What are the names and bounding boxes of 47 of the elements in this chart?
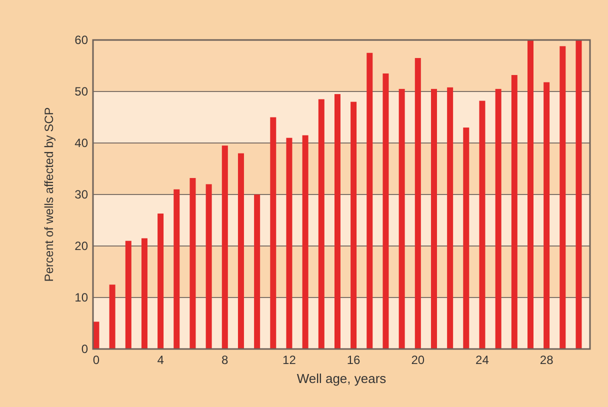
x-tick-label: 0 (92, 353, 100, 367)
bar (447, 87, 454, 349)
bar (576, 40, 582, 349)
bar (414, 58, 421, 349)
bar (270, 117, 276, 349)
bar (302, 135, 308, 349)
y-tick-label: 20 (74, 239, 88, 254)
y-tick-label: 50 (74, 84, 88, 99)
bar (479, 100, 486, 349)
bar (109, 284, 116, 349)
bar (158, 214, 164, 349)
bar (382, 73, 389, 349)
x-tick-label: 28 (540, 353, 554, 367)
x-tick-label: 12 (282, 353, 296, 367)
y-tick-label: 0 (81, 342, 88, 356)
bar (511, 75, 518, 349)
x-tick-label: 4 (157, 353, 164, 367)
y-tick-label: 60 (74, 33, 88, 48)
y-tick-label: 30 (74, 188, 88, 202)
x-tick-label: 20 (411, 353, 425, 367)
bar (430, 88, 437, 349)
bar (398, 88, 405, 349)
bar (527, 40, 534, 349)
bar (174, 189, 180, 349)
x-axis-title: Well age, years (296, 371, 387, 386)
y-axis-title: Percent of wells affected by SCP (42, 107, 56, 282)
x-tick-label: 8 (222, 353, 229, 367)
bar (495, 88, 502, 349)
bar (544, 82, 550, 349)
bar (318, 99, 324, 349)
bar (222, 146, 228, 349)
bar (141, 238, 148, 349)
bar (206, 184, 212, 349)
x-tick-label: 16 (346, 353, 361, 367)
bar (125, 240, 132, 349)
x-tick-label: 24 (476, 353, 490, 367)
bar (334, 94, 340, 349)
bar (254, 194, 260, 349)
bar (190, 178, 196, 349)
bar (366, 52, 373, 349)
bar (350, 102, 357, 349)
bar (286, 138, 292, 349)
y-tick-label: 40 (74, 136, 88, 150)
bar (560, 46, 566, 349)
bar (463, 128, 470, 349)
bar (238, 153, 244, 349)
y-tick-label: 10 (74, 290, 88, 305)
